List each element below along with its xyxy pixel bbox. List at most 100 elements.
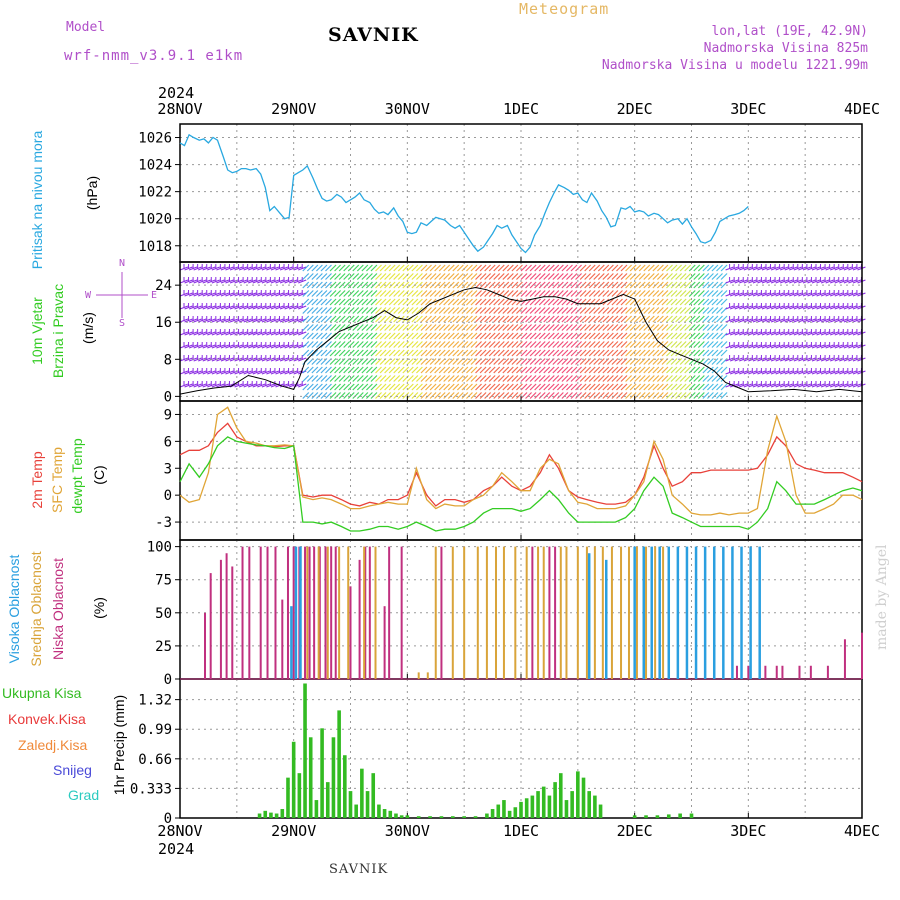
wind-barb — [511, 392, 519, 399]
wind-barb — [616, 375, 623, 382]
precip-bar — [274, 813, 279, 818]
wind-barb — [647, 273, 655, 280]
wind-barb — [711, 307, 719, 314]
wind-barb — [625, 349, 632, 357]
wind-barb — [679, 383, 687, 391]
wind-barb — [547, 315, 555, 323]
wind-barb — [634, 341, 642, 348]
cloud-bar — [334, 546, 337, 679]
wind-barb — [397, 298, 405, 306]
wind-barb — [411, 307, 419, 314]
wind-barb — [484, 392, 492, 399]
wind-barb — [593, 392, 601, 399]
wind-barb — [370, 332, 378, 340]
wind-barb — [325, 366, 332, 374]
cloud-bar — [347, 546, 350, 679]
wind-barb — [525, 349, 532, 357]
wind-barb — [511, 307, 519, 314]
wind-barb — [697, 264, 705, 272]
wind-barb — [334, 366, 342, 374]
wind-barb — [520, 358, 528, 365]
precip-label: 1hr Precip (mm) — [111, 695, 127, 795]
wind-barb — [675, 315, 683, 323]
wind-barb — [675, 307, 683, 314]
wind-barb — [675, 341, 683, 348]
wind-barb — [552, 273, 560, 280]
wind-barb — [584, 383, 592, 391]
wind-barb — [506, 375, 514, 382]
wind-barb — [575, 324, 582, 331]
wind-barb — [416, 383, 423, 391]
cloud-bar — [645, 546, 648, 679]
wind-barb — [443, 315, 451, 323]
wind-barb — [397, 290, 405, 297]
wind-barb — [525, 341, 532, 348]
precip-bar — [331, 737, 336, 818]
wind-barb — [475, 383, 482, 391]
wind-barb — [647, 324, 655, 331]
wind-barb — [375, 290, 382, 297]
cloud-bar — [463, 546, 466, 679]
wind-barb — [652, 307, 660, 314]
wind-barb — [675, 324, 683, 331]
precip-bar — [576, 771, 580, 818]
wind-barb — [620, 307, 628, 314]
wind-barb — [616, 307, 623, 314]
wind-barb — [475, 332, 482, 340]
wind-barb — [547, 392, 555, 399]
wind-barb — [666, 375, 673, 382]
wind-barb — [566, 264, 573, 272]
wind-barb — [684, 315, 692, 323]
precip-bar — [286, 777, 290, 818]
wind-barb — [693, 298, 701, 306]
wind-barb — [406, 392, 414, 399]
wind-barb — [670, 315, 678, 323]
wind-barb — [402, 366, 410, 374]
wind-barb — [679, 375, 687, 382]
wind-barb — [488, 332, 496, 340]
wind-barb — [666, 383, 673, 391]
wind-barb — [447, 349, 455, 357]
wind-barb — [388, 341, 396, 348]
wind-barb — [570, 366, 578, 374]
wind-barb — [311, 324, 319, 331]
precip-bar — [553, 782, 557, 818]
wind-barb — [543, 392, 551, 399]
wind-barb — [506, 341, 514, 348]
wind-barb — [516, 290, 523, 297]
wind-barb — [347, 383, 355, 391]
wind-barb — [420, 281, 428, 289]
wind-barb — [588, 324, 596, 331]
wind-barb — [638, 332, 646, 340]
wind-barb — [379, 366, 387, 374]
wind-barb — [561, 383, 569, 391]
wind-barb — [679, 315, 687, 323]
wind-barb — [497, 290, 505, 297]
wind-barb — [593, 315, 601, 323]
wind-barb — [597, 341, 605, 348]
wind-barb — [520, 332, 528, 340]
cloud-bar — [299, 546, 302, 679]
wind-barb — [611, 290, 619, 297]
wind-barb — [447, 332, 455, 340]
wind-barb — [716, 341, 723, 348]
wind-barb — [561, 307, 569, 314]
wind-barb — [543, 264, 551, 272]
wind-barb — [566, 383, 573, 391]
wind-barb — [320, 281, 328, 289]
wind-barb — [466, 315, 473, 323]
wind-barb — [638, 375, 646, 382]
wind-barb — [497, 383, 505, 391]
wind-barb — [575, 349, 582, 357]
wind-barb — [629, 392, 637, 399]
cloud-bar — [798, 665, 801, 679]
wind-barb — [306, 264, 314, 272]
wind-key-west: W — [85, 290, 92, 301]
wind-barb — [388, 281, 396, 289]
wind-barb — [670, 332, 678, 340]
wind-barb — [425, 298, 432, 306]
wind-barb — [466, 358, 473, 365]
cloud-bar — [368, 546, 371, 679]
precip-bar — [581, 777, 586, 818]
